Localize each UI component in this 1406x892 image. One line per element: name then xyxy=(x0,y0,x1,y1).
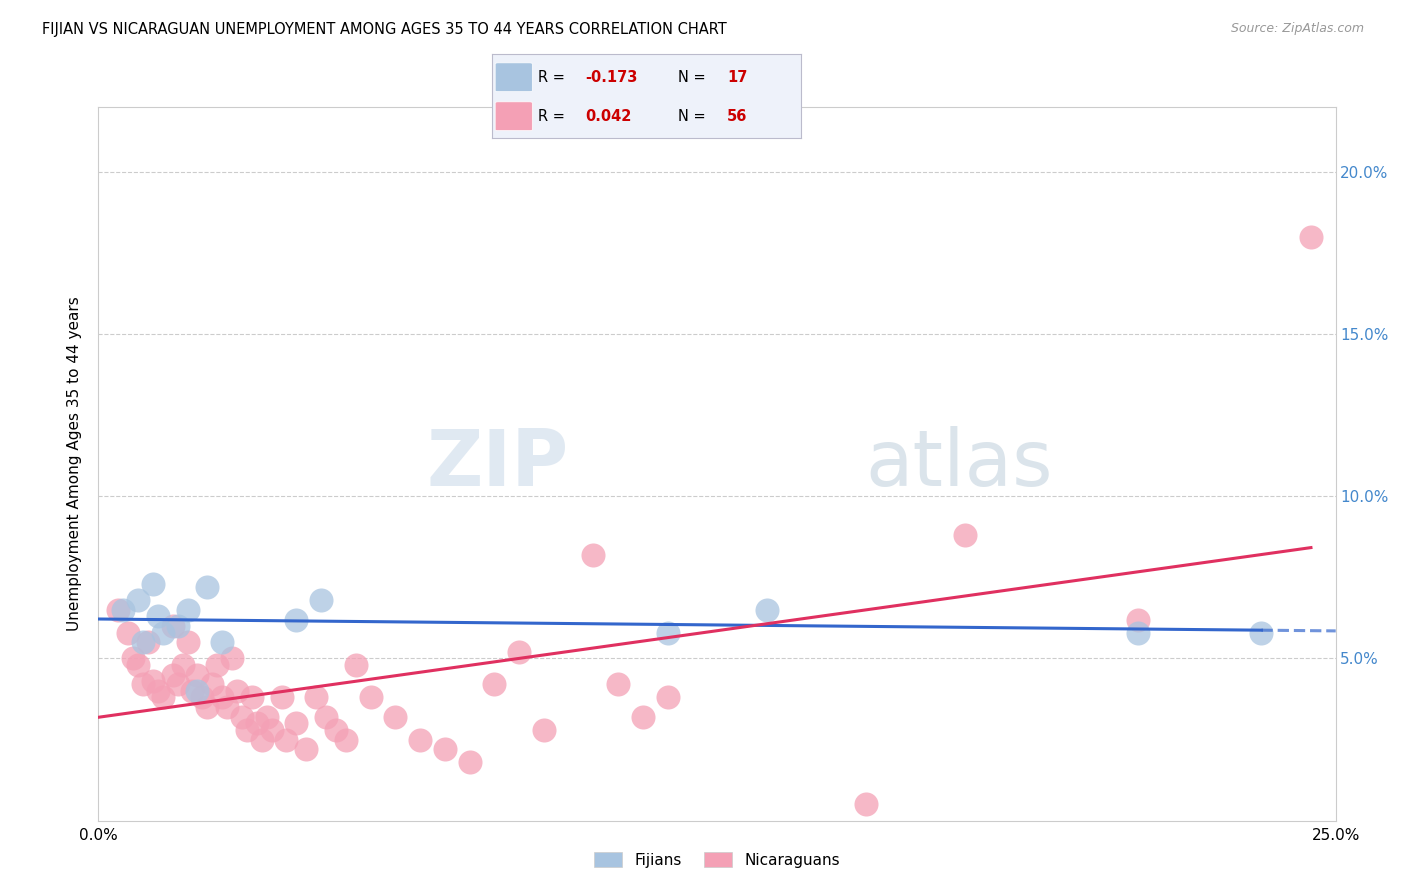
Point xyxy=(217,700,239,714)
Point xyxy=(112,603,135,617)
Text: 0.042: 0.042 xyxy=(585,109,631,124)
Point xyxy=(226,684,249,698)
Point xyxy=(409,732,432,747)
Point xyxy=(205,657,228,672)
Point xyxy=(360,690,382,705)
Point xyxy=(132,635,155,649)
Point xyxy=(221,651,243,665)
Point xyxy=(191,690,214,705)
Point xyxy=(236,723,259,737)
Point xyxy=(195,700,218,714)
Text: N =: N = xyxy=(678,70,710,85)
Point xyxy=(152,625,174,640)
Point xyxy=(508,645,530,659)
Point xyxy=(107,603,129,617)
Point xyxy=(657,625,679,640)
Point xyxy=(305,690,328,705)
Point xyxy=(127,593,149,607)
Text: R =: R = xyxy=(538,70,569,85)
Point xyxy=(176,635,198,649)
Point xyxy=(309,593,332,607)
Point xyxy=(484,677,506,691)
Point xyxy=(270,690,292,705)
Point xyxy=(162,667,184,681)
Point xyxy=(1126,625,1149,640)
Point xyxy=(142,674,165,689)
Point xyxy=(176,603,198,617)
Point xyxy=(117,625,139,640)
Point xyxy=(458,756,481,770)
Point xyxy=(256,710,278,724)
Point xyxy=(201,677,224,691)
Point xyxy=(246,716,269,731)
Text: -0.173: -0.173 xyxy=(585,70,637,85)
Point xyxy=(276,732,298,747)
Point xyxy=(166,677,188,691)
Text: 17: 17 xyxy=(727,70,748,85)
Point xyxy=(953,528,976,542)
Point xyxy=(181,684,204,698)
Point xyxy=(211,690,233,705)
Point xyxy=(136,635,159,649)
FancyBboxPatch shape xyxy=(495,62,533,92)
Y-axis label: Unemployment Among Ages 35 to 44 years: Unemployment Among Ages 35 to 44 years xyxy=(67,296,83,632)
Point xyxy=(657,690,679,705)
Point xyxy=(384,710,406,724)
Point xyxy=(132,677,155,691)
Point xyxy=(855,797,877,812)
Point xyxy=(162,619,184,633)
Text: 56: 56 xyxy=(727,109,748,124)
Point xyxy=(142,577,165,591)
Point xyxy=(325,723,347,737)
Point xyxy=(582,548,605,562)
Point xyxy=(152,690,174,705)
Legend: Fijians, Nicaraguans: Fijians, Nicaraguans xyxy=(588,846,846,873)
Point xyxy=(122,651,145,665)
Point xyxy=(315,710,337,724)
Point xyxy=(240,690,263,705)
Point xyxy=(285,613,308,627)
Text: FIJIAN VS NICARAGUAN UNEMPLOYMENT AMONG AGES 35 TO 44 YEARS CORRELATION CHART: FIJIAN VS NICARAGUAN UNEMPLOYMENT AMONG … xyxy=(42,22,727,37)
Point xyxy=(755,603,778,617)
Point xyxy=(186,667,208,681)
Point xyxy=(166,619,188,633)
Point xyxy=(231,710,253,724)
Point xyxy=(1250,625,1272,640)
Text: Source: ZipAtlas.com: Source: ZipAtlas.com xyxy=(1230,22,1364,36)
Text: ZIP: ZIP xyxy=(426,425,568,502)
Point xyxy=(433,742,456,756)
Point xyxy=(172,657,194,672)
Point xyxy=(285,716,308,731)
FancyBboxPatch shape xyxy=(495,102,533,130)
Point xyxy=(260,723,283,737)
Point xyxy=(631,710,654,724)
Text: N =: N = xyxy=(678,109,710,124)
Point xyxy=(146,684,169,698)
Point xyxy=(1299,229,1322,244)
Point xyxy=(195,580,218,594)
Point xyxy=(186,684,208,698)
Point xyxy=(533,723,555,737)
Point xyxy=(607,677,630,691)
Point xyxy=(211,635,233,649)
Point xyxy=(344,657,367,672)
Text: atlas: atlas xyxy=(866,425,1053,502)
Point xyxy=(1126,613,1149,627)
Point xyxy=(335,732,357,747)
Point xyxy=(250,732,273,747)
Point xyxy=(146,609,169,624)
Text: R =: R = xyxy=(538,109,569,124)
Point xyxy=(295,742,318,756)
Point xyxy=(127,657,149,672)
